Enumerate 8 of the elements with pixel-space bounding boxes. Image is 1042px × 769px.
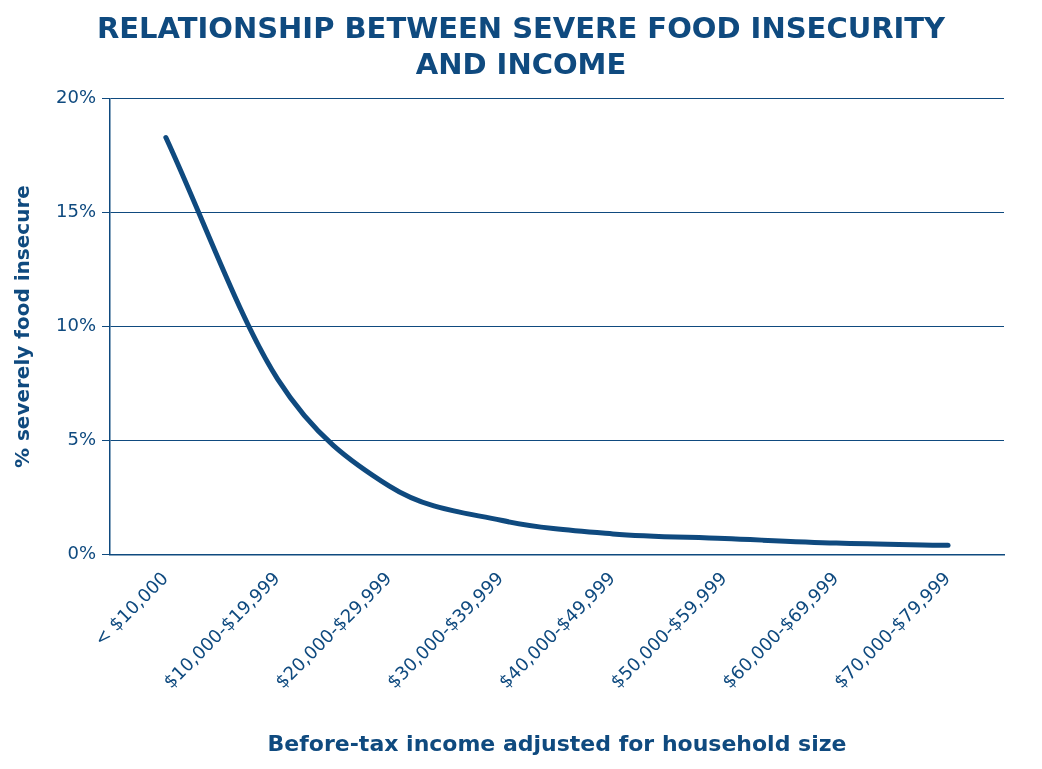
- y-tick-label: 20%: [55, 86, 97, 108]
- y-tick-label: 0%: [67, 542, 97, 564]
- y-tick-label: 10%: [55, 314, 97, 336]
- x-axis-title: Before-tax income adjusted for household size: [267, 730, 847, 756]
- y-tick-label: 5%: [67, 428, 97, 450]
- chart-title: RELATIONSHIP BETWEEN SEVERE FOOD INSECURITY AND INCOME: [95, 10, 947, 82]
- y-axis-title: % severely food insecure: [10, 185, 35, 469]
- y-tick-label: 15%: [55, 200, 97, 222]
